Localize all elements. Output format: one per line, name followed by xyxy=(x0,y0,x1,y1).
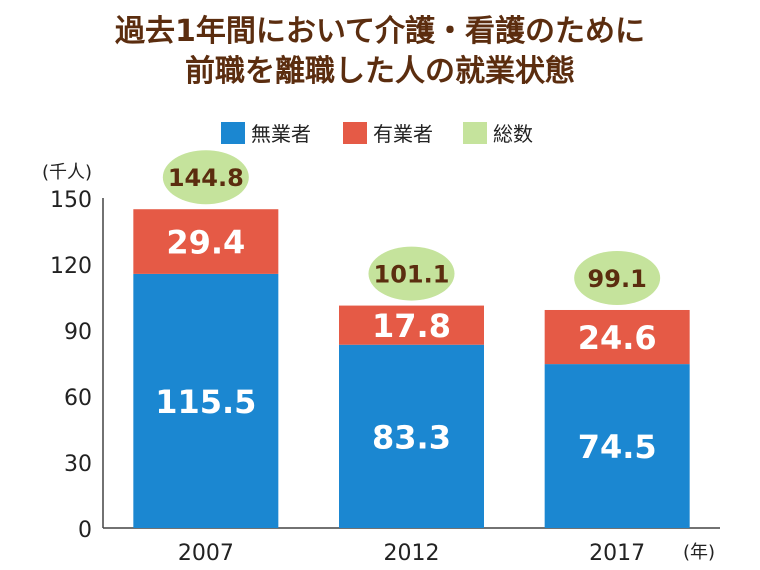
bar-value-label: 115.5 xyxy=(155,383,256,421)
y-tick-label: 150 xyxy=(50,188,92,213)
chart-title-line-1: 過去1年間において介護・看護のために xyxy=(115,14,645,49)
bar-value-label: 29.4 xyxy=(166,224,245,262)
legend-label: 総数 xyxy=(493,122,533,146)
total-value-label: 101.1 xyxy=(374,261,450,289)
legend-swatch xyxy=(463,122,487,144)
chart-title-line-2: 前職を離職した人の就業状態 xyxy=(185,54,575,89)
x-unit-label: (年) xyxy=(683,542,715,563)
y-tick-label: 60 xyxy=(64,386,92,411)
bar-value-label: 17.8 xyxy=(372,307,451,345)
legend-swatch xyxy=(221,122,245,144)
bar-segment xyxy=(339,344,484,528)
y-tick-label: 30 xyxy=(64,452,92,477)
y-tick-label: 120 xyxy=(50,254,92,279)
bar-segment xyxy=(339,305,484,345)
y-unit-label: (千人) xyxy=(42,162,92,183)
legend-label: 有業者 xyxy=(373,122,433,146)
x-tick-label: 2007 xyxy=(178,541,234,566)
total-bubble xyxy=(368,246,455,301)
bar-value-label: 24.6 xyxy=(578,319,657,357)
y-tick-label: 0 xyxy=(78,518,92,543)
bar-segment xyxy=(133,209,279,274)
bar-segment xyxy=(544,364,690,528)
x-ticks: 2007 2012 2017 xyxy=(178,541,645,566)
total-value-label: 99.1 xyxy=(588,265,647,293)
total-bubble xyxy=(574,250,661,305)
legend-swatch xyxy=(343,122,367,144)
chart-title: 過去1年間において介護・看護のために 前職を離職した人の就業状態 xyxy=(0,12,760,92)
legend-label: 無業者 xyxy=(251,122,311,146)
y-tick-label: 90 xyxy=(64,320,92,345)
legend: 無業者 有業者 総数 xyxy=(221,122,533,146)
bar-segment xyxy=(544,309,690,365)
y-ticks: 0 30 60 90 120 150 xyxy=(50,188,92,543)
total-bubble xyxy=(162,150,249,205)
x-tick-label: 2017 xyxy=(589,541,645,566)
x-tick-label: 2012 xyxy=(384,541,440,566)
bar-value-label: 74.5 xyxy=(578,428,657,466)
bars: 115.5 29.4 144.8 83.3 17.8 101.1 74.5 24.6 99.1 xyxy=(133,150,690,528)
bar-segment xyxy=(133,273,279,528)
total-value-label: 144.8 xyxy=(168,164,244,192)
bar-value-label: 83.3 xyxy=(372,418,451,456)
